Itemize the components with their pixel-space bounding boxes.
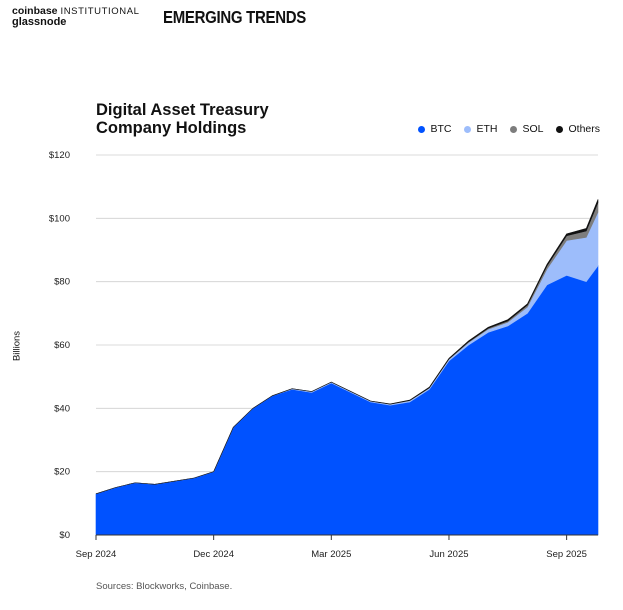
brand-secondary: INSTITUTIONAL [60, 6, 140, 17]
x-tick-label: Dec 2024 [193, 549, 234, 560]
legend-item-sol: SOL [510, 123, 543, 135]
legend-item-eth: ETH [464, 123, 497, 135]
legend-item-btc: BTC [418, 123, 451, 135]
source-note: Sources: Blockworks, Coinbase. [96, 581, 233, 592]
brand-partner: glassnode [12, 16, 67, 28]
area-series-others [95, 199, 599, 495]
x-tick-label: Jun 2025 [429, 549, 468, 560]
y-tick-label: $100 [49, 213, 70, 224]
x-tick-label: Sep 2025 [546, 549, 587, 560]
legend-swatch-others [556, 125, 564, 133]
brand-logo: coinbase INSTITUTIONAL glassnode [12, 6, 140, 28]
x-tick-label: Mar 2025 [311, 549, 351, 560]
legend-label-others: Others [568, 123, 600, 135]
legend-item-others: Others [556, 123, 600, 135]
chart-legend: BTC ETH SOL Others [418, 123, 600, 135]
y-tick-label: $120 [49, 150, 70, 161]
report-title: EMERGING TRENDS [163, 8, 307, 28]
brand-primary: coinbase [12, 5, 58, 17]
legend-label-sol: SOL [522, 123, 544, 135]
area-series-btc [95, 264, 599, 536]
legend-swatch-btc [418, 125, 426, 133]
x-tick-label: Sep 2024 [76, 549, 117, 560]
legend-label-btc: BTC [430, 123, 452, 135]
y-tick-label: $60 [54, 340, 70, 351]
chart-title: Digital Asset Treasury Company Holdings [96, 101, 269, 137]
y-tick-label: $80 [54, 277, 70, 288]
y-tick-label: $0 [59, 530, 70, 541]
legend-swatch-eth [464, 125, 472, 133]
legend-label-eth: ETH [476, 123, 498, 135]
legend-swatch-sol [510, 125, 518, 133]
y-tick-label: $20 [54, 467, 70, 478]
y-tick-label: $40 [54, 403, 70, 414]
